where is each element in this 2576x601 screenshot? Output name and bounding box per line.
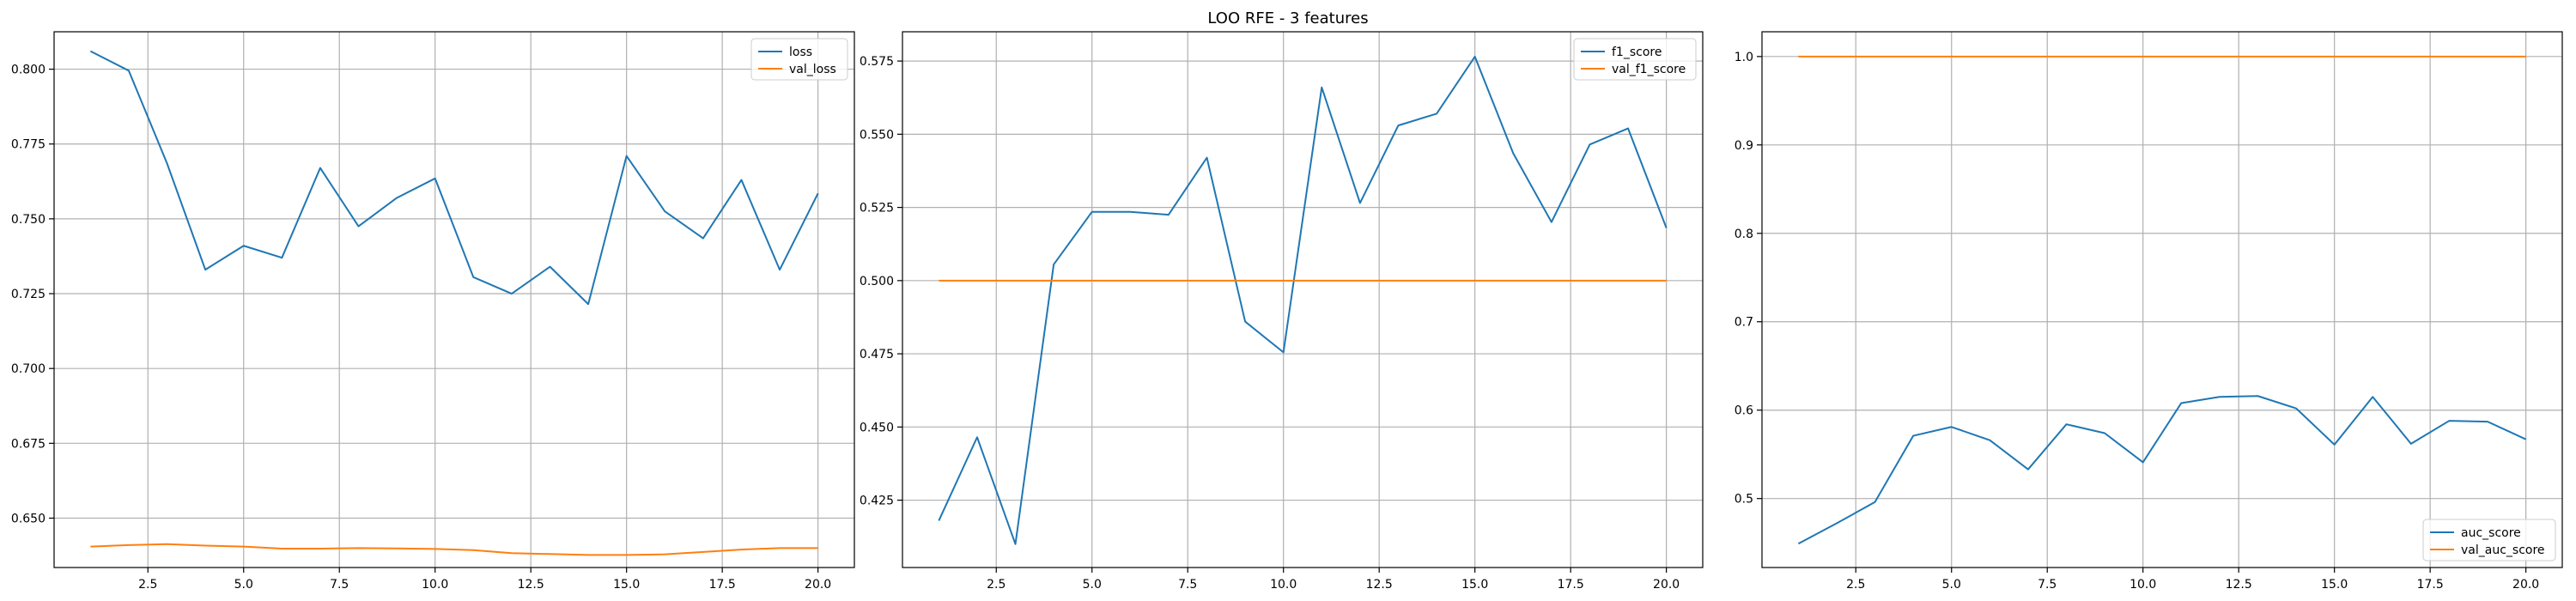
plot-area	[54, 32, 854, 568]
y-tick-label: 0.5	[1735, 493, 1753, 507]
y-tick-label: 0.6	[1735, 404, 1753, 418]
series-line-f1-score	[938, 55, 1668, 545]
x-tick-label: 2.5	[1846, 578, 1865, 592]
x-tick-label: 5.0	[1083, 578, 1102, 592]
x-tick-label: 10.0	[1270, 578, 1297, 592]
axes-frame	[1761, 31, 2563, 568]
x-tick-label: 10.0	[2129, 578, 2156, 592]
y-tick-label: 0.750	[11, 213, 46, 227]
legend-label: loss	[789, 46, 812, 59]
figure-title: LOO RFE - 3 features	[1207, 9, 1368, 27]
x-tick-label: 17.5	[709, 578, 736, 592]
x-tick-label: 12.5	[2226, 578, 2252, 592]
x-tick-label: 5.0	[234, 578, 253, 592]
y-tick-label: 0.9	[1735, 139, 1753, 153]
legend: auc_score val_auc_score	[2422, 519, 2556, 562]
x-tick-label: 17.5	[2417, 578, 2444, 592]
y-tick-label: 0.650	[11, 512, 46, 525]
x-tick-label: 2.5	[987, 578, 1005, 592]
y-tick-label: 0.775	[11, 138, 46, 152]
series-line-loss	[89, 50, 819, 306]
legend: f1_score val_f1_score	[1573, 38, 1697, 81]
x-tick-label: 20.0	[805, 578, 831, 592]
x-tick-label: 5.0	[1942, 578, 1961, 592]
x-tick-label: 15.0	[1461, 578, 1488, 592]
y-tick-label: 0.675	[11, 437, 46, 451]
y-tick-label: 0.550	[860, 128, 894, 142]
plot-area	[902, 32, 1703, 568]
series-line-val-loss	[90, 543, 818, 556]
legend-label: auc_score	[2461, 526, 2521, 540]
legend-label: val_auc_score	[2461, 543, 2545, 557]
plot-area	[1762, 32, 2562, 568]
legend-label: val_f1_score	[1612, 63, 1686, 76]
axes-frame	[902, 31, 1704, 568]
legend: loss val_loss	[750, 38, 848, 81]
y-tick-label: 0.700	[11, 362, 46, 376]
x-tick-label: 12.5	[1366, 578, 1393, 592]
y-tick-label: 0.8	[1735, 228, 1753, 241]
axes-frame	[53, 31, 855, 568]
x-tick-label: 7.5	[2038, 578, 2057, 592]
y-tick-label: 0.425	[860, 495, 894, 508]
y-tick-label: 0.500	[860, 275, 894, 288]
legend-label: f1_score	[1612, 46, 1662, 59]
x-tick-label: 7.5	[330, 578, 349, 592]
x-tick-label: 15.0	[2321, 578, 2348, 592]
x-tick-label: 20.0	[2512, 578, 2539, 592]
x-tick-label: 15.0	[613, 578, 640, 592]
subplot-3: 2.5 5.0 7.5 10.0 12.5 15.0 17.5 20.0 0.5 0.6 0.7 0.…	[1735, 31, 2563, 592]
y-tick-label: 0.7	[1735, 316, 1753, 330]
x-tick-label: 2.5	[138, 578, 157, 592]
y-tick-label: 0.450	[860, 421, 894, 434]
legend-label: val_loss	[789, 63, 836, 76]
subplot-1: 2.5 5.0 7.5 10.0 12.5 15.0 17.5 20.0 0.650 0.675 0…	[11, 31, 855, 592]
y-tick-label: 0.800	[11, 64, 46, 77]
y-tick-label: 0.575	[860, 55, 894, 69]
subplot-2: 2.5 5.0 7.5 10.0 12.5 15.0 17.5 20.0 0.425 0.450 0…	[860, 31, 1704, 592]
y-tick-label: 1.0	[1735, 51, 1753, 64]
series-line-auc-score	[1797, 395, 2527, 545]
legend-box	[2422, 519, 2556, 562]
subplots: 2.5 5.0 7.5 10.0 12.5 15.0 17.5 20.0 0.650 0.675 0…	[11, 31, 2563, 592]
y-tick-label: 0.525	[860, 202, 894, 216]
x-tick-label: 12.5	[518, 578, 544, 592]
y-tick-label: 0.475	[860, 348, 894, 361]
x-tick-label: 20.0	[1653, 578, 1680, 592]
x-tick-label: 17.5	[1558, 578, 1584, 592]
x-tick-label: 10.0	[422, 578, 448, 592]
y-tick-label: 0.725	[11, 288, 46, 301]
x-tick-label: 7.5	[1178, 578, 1197, 592]
